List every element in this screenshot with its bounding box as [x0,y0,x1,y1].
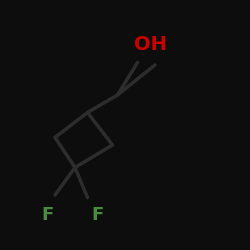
Text: F: F [92,206,104,224]
Text: F: F [42,206,54,224]
Text: OH: OH [134,36,166,54]
